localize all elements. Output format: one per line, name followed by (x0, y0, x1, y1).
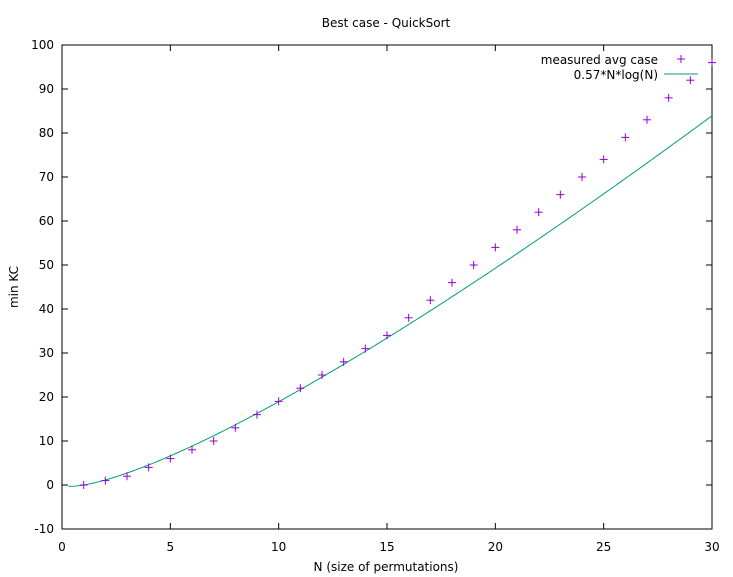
data-point (621, 133, 630, 142)
legend-plus (677, 55, 685, 63)
y-axis: -10 0 10 20 30 40 50 60 70 80 90 100 (31, 38, 712, 536)
y-tick-label: 50 (39, 258, 54, 272)
data-point (491, 243, 500, 252)
legend-label-fit: 0.57*N*log(N) (574, 68, 658, 82)
x-tick-label: 30 (704, 540, 719, 554)
y-tick-label: 10 (39, 434, 54, 448)
plot-frame (61, 44, 713, 530)
data-point (578, 173, 586, 181)
data-point (643, 115, 651, 124)
y-tick-label: -10 (34, 522, 54, 536)
y-tick-label: 40 (39, 302, 54, 316)
x-tick-label: 5 (167, 540, 175, 554)
fit-curve (68, 115, 713, 487)
data-point (469, 261, 478, 269)
series-fit-line (68, 115, 713, 487)
y-tick-label: 60 (39, 214, 54, 228)
data-point (599, 155, 608, 164)
y-tick-label: 80 (39, 126, 54, 140)
plot-area (61, 44, 713, 530)
x-axis: 0 5 10 15 20 25 30 (58, 45, 720, 554)
data-point (448, 278, 456, 287)
series-measured-points (79, 58, 716, 489)
data-point (664, 93, 673, 102)
data-point (513, 225, 521, 234)
data-point (253, 410, 261, 419)
chart-title: Best case - QuickSort (322, 16, 451, 30)
y-tick-label: 90 (39, 82, 54, 96)
y-axis-label: min KC (7, 266, 21, 308)
data-point (101, 476, 110, 485)
data-point (534, 208, 543, 217)
x-tick-label: 0 (58, 540, 66, 554)
legend-label-measured: measured avg case (541, 53, 658, 67)
data-point (123, 472, 131, 481)
data-point (79, 481, 88, 489)
data-point (708, 58, 716, 67)
data-point (318, 371, 326, 379)
x-tick-label: 15 (379, 540, 394, 554)
data-point (426, 296, 435, 305)
data-point (166, 454, 175, 463)
data-point (274, 397, 283, 406)
x-tick-label: 25 (596, 540, 611, 554)
y-tick-label: 0 (46, 478, 54, 492)
data-point (296, 384, 305, 393)
data-point (231, 423, 240, 432)
data-point (383, 331, 391, 340)
data-point (188, 445, 196, 454)
data-point (339, 357, 348, 366)
y-tick-label: 20 (39, 390, 54, 404)
data-point (686, 76, 695, 85)
x-tick-label: 20 (488, 540, 503, 554)
data-point (361, 344, 370, 353)
data-point (144, 463, 153, 472)
y-tick-label: 70 (39, 170, 54, 184)
data-point (404, 313, 413, 322)
y-tick-label: 100 (31, 38, 54, 52)
x-axis-label: N (size of permutations) (314, 560, 459, 574)
data-point (209, 437, 218, 445)
legend-marker-measured (677, 55, 685, 63)
y-tick-label: 30 (39, 346, 54, 360)
legend: measured avg case 0.57*N*log(N) (541, 53, 698, 82)
x-tick-label: 10 (271, 540, 286, 554)
data-point (556, 190, 565, 199)
